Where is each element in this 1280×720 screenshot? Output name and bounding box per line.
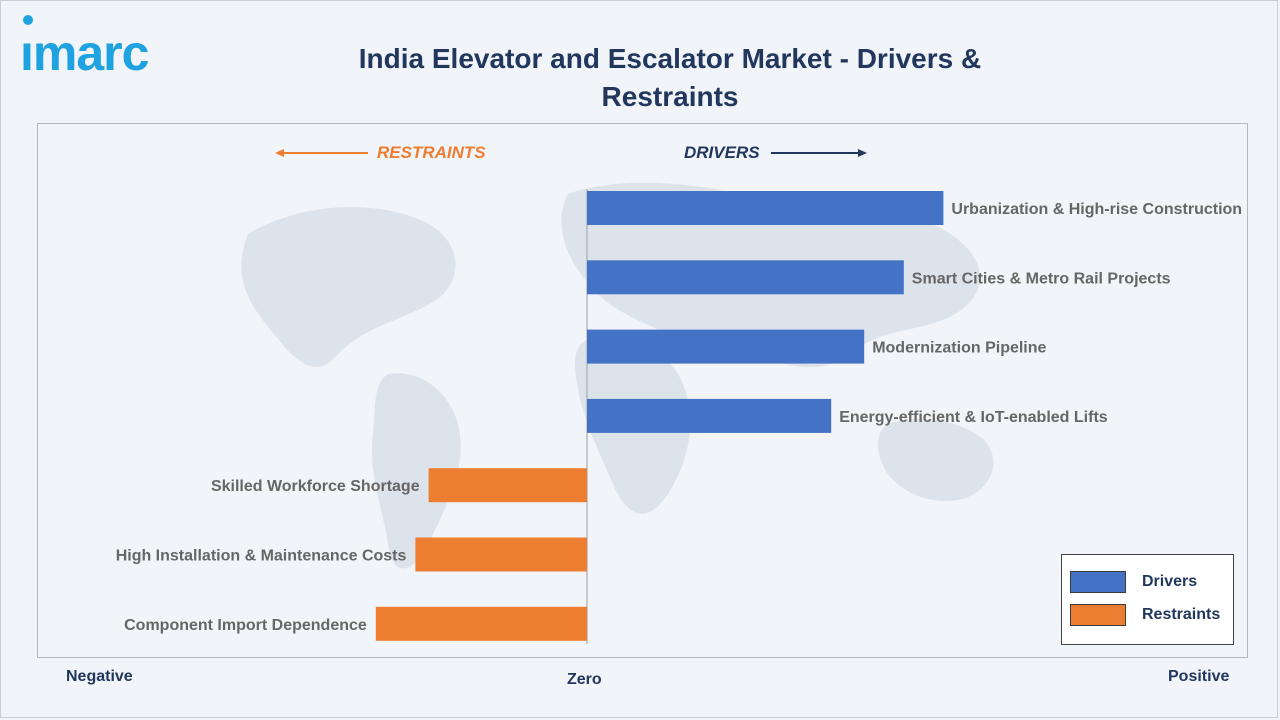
- bar-label-0: Urbanization & High-rise Construction: [951, 201, 1242, 218]
- drivers-direction-label: DRIVERS: [684, 143, 760, 162]
- bar-label-1: Smart Cities & Metro Rail Projects: [912, 270, 1171, 287]
- legend-swatch-restraints: [1070, 604, 1126, 626]
- bar-label-5: High Installation & Maintenance Costs: [116, 548, 407, 565]
- bar-restraints-6: [375, 606, 587, 641]
- left-arrow-icon: [275, 149, 368, 157]
- bar-chart: Urbanization & High-rise Construction Sma…: [116, 189, 1242, 644]
- legend-item-restraints: Restraints: [1070, 603, 1220, 627]
- legend-label-restraints: Restraints: [1142, 606, 1221, 623]
- axis-negative-label: Negative: [66, 668, 133, 685]
- bar-label-4: Skilled Workforce Shortage: [211, 478, 420, 495]
- bar-label-2: Modernization Pipeline: [872, 340, 1046, 357]
- axis-zero-label: Zero: [567, 671, 602, 688]
- bar-restraints-4: [428, 468, 587, 503]
- bar-drivers-1: [587, 260, 904, 295]
- chart-legend: Drivers Restraints: [1061, 554, 1234, 645]
- bar-restraints-5: [415, 537, 587, 572]
- title-line-1: India Elevator and Escalator Market - Dr…: [358, 43, 982, 112]
- right-arrow-icon: [771, 149, 867, 157]
- plot-area: Urbanization & High-rise Construction Sma…: [37, 123, 1248, 658]
- bar-drivers-3: [587, 398, 832, 433]
- bar-drivers-0: [587, 191, 944, 225]
- legend-label-drivers: Drivers: [1142, 573, 1198, 590]
- imarc-logo: ımarc: [20, 15, 150, 80]
- bar-drivers-2: [587, 329, 865, 364]
- axis-positive-label: Positive: [1168, 668, 1230, 685]
- legend-item-drivers: Drivers: [1070, 570, 1197, 594]
- legend-swatch-drivers: [1070, 571, 1126, 593]
- svg-text:ımarc: ımarc: [20, 25, 149, 80]
- restraints-direction-label: RESTRAINTS: [377, 143, 486, 162]
- bar-label-6: Component Import Dependence: [124, 617, 367, 634]
- bar-label-3: Energy-efficient & IoT-enabled Lifts: [839, 409, 1108, 426]
